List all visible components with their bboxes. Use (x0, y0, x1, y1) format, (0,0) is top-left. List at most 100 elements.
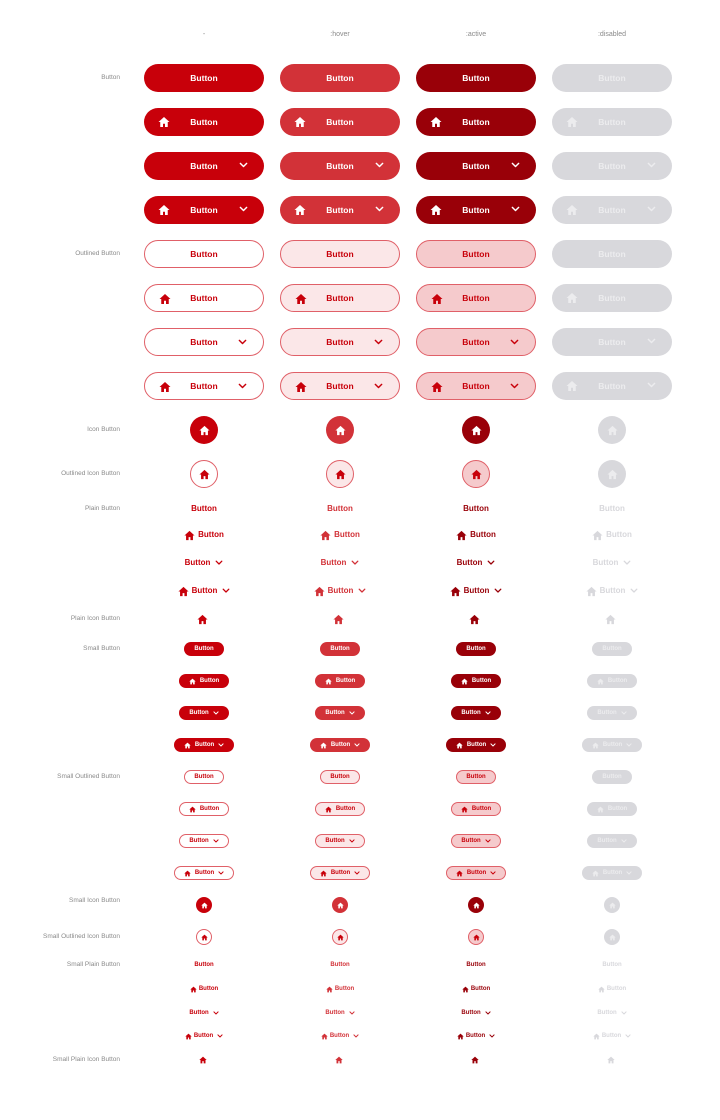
small-plain-button-active[interactable]: Button (466, 962, 485, 968)
small-button-default[interactable]: Button (174, 738, 234, 752)
small-outlined-button-default[interactable]: Button (174, 866, 234, 880)
outlined-button-hover[interactable]: Button (280, 328, 400, 356)
small-button-hover[interactable]: Button (315, 674, 365, 688)
small-button-active[interactable]: Button (446, 738, 506, 752)
icon-button-active[interactable] (462, 416, 490, 444)
outlined-button-default[interactable]: Button (144, 372, 264, 400)
outlined-button-active[interactable]: Button (416, 240, 536, 268)
button-default[interactable]: Button (144, 108, 264, 136)
small-plain-button-hover[interactable]: Button (326, 986, 354, 993)
outlined-button-active[interactable]: Button (416, 372, 536, 400)
plain-icon-button-default[interactable] (197, 614, 211, 625)
icon-button-hover[interactable] (326, 416, 354, 444)
small-plain-button-active[interactable]: Button (461, 1010, 491, 1016)
small-button-active[interactable]: Button (451, 674, 501, 688)
plain-icon-button-hover[interactable] (333, 614, 347, 625)
row-label-small-plain-button: Small Plain Button (66, 961, 120, 968)
small-plain-button-hover[interactable]: Button (321, 1033, 359, 1040)
button-hover[interactable]: Button (280, 152, 400, 180)
small-button-default[interactable]: Button (179, 674, 229, 688)
plain-button-default[interactable]: Button (184, 530, 224, 541)
button-cell: Button (552, 240, 672, 268)
small-outlined-button-active[interactable]: Button (446, 866, 506, 880)
outlined-button-default[interactable]: Button (144, 284, 264, 312)
small-plain-button-active[interactable]: Button (462, 986, 490, 993)
chevron-down-icon (375, 206, 384, 212)
small-plain-button-hover[interactable]: Button (325, 1010, 355, 1016)
small-outlined-button-active[interactable]: Button (451, 834, 501, 848)
small-button-active[interactable]: Button (451, 706, 501, 720)
plain-icon-button-active[interactable] (469, 614, 483, 625)
small-outlined-button-default[interactable]: Button (179, 834, 229, 848)
small-icon-button-hover[interactable] (332, 897, 348, 913)
small-plain-button-default[interactable]: Button (190, 986, 218, 993)
button-active[interactable]: Button (416, 64, 536, 92)
button-hover[interactable]: Button (280, 108, 400, 136)
plain-button-active[interactable]: Button (463, 505, 489, 513)
small-outlined-icon-button-hover[interactable] (332, 929, 348, 945)
small-plain-icon-button-hover[interactable] (335, 1056, 345, 1064)
plain-button-active[interactable]: Button (456, 530, 496, 541)
plain-button-default[interactable]: Button (191, 505, 217, 513)
icon-button-default[interactable] (190, 416, 218, 444)
small-icon-button-default[interactable] (196, 897, 212, 913)
button-hover[interactable]: Button (280, 196, 400, 224)
small-outlined-button-default[interactable]: Button (179, 802, 229, 816)
row-label-small-icon-button: Small Icon Button (69, 897, 120, 904)
button-default[interactable]: Button (144, 152, 264, 180)
outlined-icon-button-hover[interactable] (326, 460, 354, 488)
outlined-button-hover[interactable]: Button (280, 284, 400, 312)
small-outlined-button-hover[interactable]: Button (315, 834, 365, 848)
button-default[interactable]: Button (144, 196, 264, 224)
button-label: Button (597, 838, 617, 844)
plain-button-default[interactable]: Button (178, 586, 231, 597)
outlined-icon-button-default[interactable] (190, 460, 218, 488)
button-default[interactable]: Button (144, 64, 264, 92)
small-button-hover[interactable]: Button (320, 642, 360, 656)
small-plain-button-active[interactable]: Button (457, 1033, 495, 1040)
small-outlined-button-hover[interactable]: Button (315, 802, 365, 816)
outlined-button-hover[interactable]: Button (280, 372, 400, 400)
outlined-button-active[interactable]: Button (416, 284, 536, 312)
small-outlined-button-hover[interactable]: Button (320, 770, 360, 784)
small-button-hover[interactable]: Button (315, 706, 365, 720)
plain-button-hover[interactable]: Button (321, 559, 360, 567)
small-outlined-icon-button-active[interactable] (468, 929, 484, 945)
small-plain-button-default[interactable]: Button (194, 962, 213, 968)
button-active[interactable]: Button (416, 196, 536, 224)
small-outlined-button-hover[interactable]: Button (310, 866, 370, 880)
button-label: Button (462, 336, 490, 347)
outlined-button-default[interactable]: Button (144, 328, 264, 356)
plain-button-active[interactable]: Button (457, 559, 496, 567)
small-icon-button-active[interactable] (468, 897, 484, 913)
button-cell (280, 611, 400, 627)
small-outlined-button-active[interactable]: Button (451, 802, 501, 816)
button-active[interactable]: Button (416, 152, 536, 180)
small-button-hover[interactable]: Button (310, 738, 370, 752)
outlined-button-hover[interactable]: Button (280, 240, 400, 268)
plain-button-hover[interactable]: Button (320, 530, 360, 541)
small-button-active[interactable]: Button (456, 642, 496, 656)
plain-button-hover[interactable]: Button (327, 505, 353, 513)
plain-button-default[interactable]: Button (185, 559, 224, 567)
outlined-icon-button-active[interactable] (462, 460, 490, 488)
small-button-default[interactable]: Button (179, 706, 229, 720)
button-active[interactable]: Button (416, 108, 536, 136)
small-button-default[interactable]: Button (184, 642, 224, 656)
small-plain-button-hover[interactable]: Button (330, 962, 349, 968)
small-outlined-icon-button-default[interactable] (196, 929, 212, 945)
small-outlined-button-default[interactable]: Button (184, 770, 224, 784)
plain-button-hover[interactable]: Button (314, 586, 367, 597)
button-hover[interactable]: Button (280, 64, 400, 92)
small-plain-button-default[interactable]: Button (185, 1033, 223, 1040)
outlined-button-active[interactable]: Button (416, 328, 536, 356)
small-plain-icon-button-active[interactable] (471, 1056, 481, 1064)
button-cell: Button (552, 64, 672, 92)
outlined-button-default[interactable]: Button (144, 240, 264, 268)
small-plain-icon-button-default[interactable] (199, 1056, 209, 1064)
plain-button-active[interactable]: Button (450, 586, 503, 597)
small-plain-button-default[interactable]: Button (189, 1010, 219, 1016)
small-outlined-button-active[interactable]: Button (456, 770, 496, 784)
button-label: Button (598, 116, 626, 127)
small-button-disabled: Button (587, 674, 637, 688)
